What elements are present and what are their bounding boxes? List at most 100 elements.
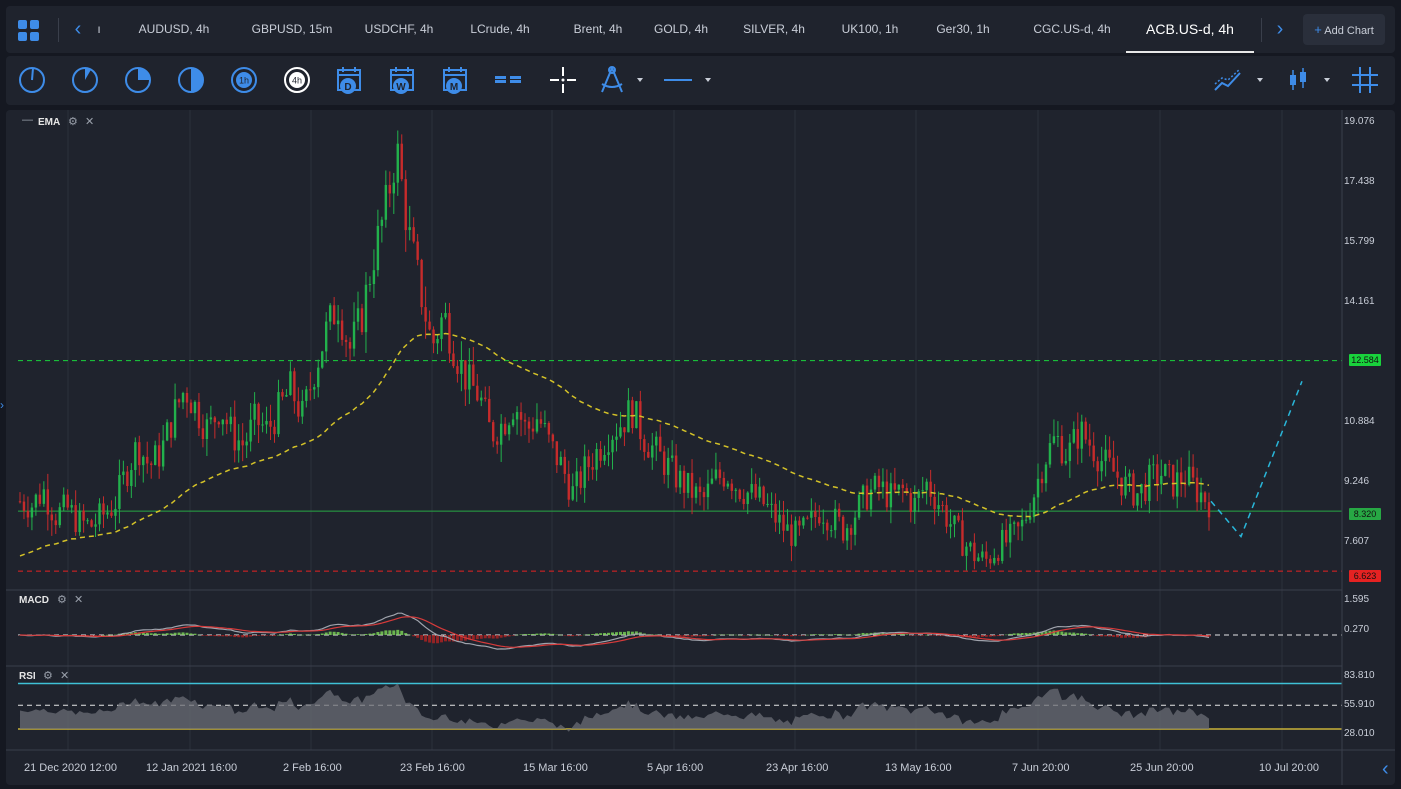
candle-body: [50, 514, 54, 521]
candle-body: [917, 491, 920, 498]
macd-histogram-bar: [1116, 635, 1120, 638]
candle-body: [225, 419, 228, 425]
macd-histogram-bar: [1044, 631, 1048, 635]
candle-body: [1179, 472, 1183, 485]
macd-histogram-bar: [531, 633, 535, 635]
candle-body: [834, 508, 837, 531]
candle-body: [122, 471, 125, 476]
tab-audusd-4h[interactable]: AUDUSD, 4h: [138, 22, 210, 36]
macd-histogram-bar: [678, 635, 682, 637]
side-panel-chevron-icon[interactable]: ›: [0, 398, 4, 412]
chart-canvas[interactable]: [6, 110, 1395, 785]
line-style-icon[interactable]: [662, 64, 694, 96]
timeframe-month-icon[interactable]: M: [440, 64, 472, 96]
tab-acb-us-d-4h[interactable]: ACB.US-d, 4h: [1126, 6, 1254, 53]
timeframe-month-label: M: [450, 82, 458, 93]
candle-body: [1072, 429, 1076, 443]
ema-close-icon[interactable]: ✕: [85, 116, 95, 128]
timeframe-1h-icon[interactable]: 1h: [228, 64, 260, 96]
candle-body: [698, 486, 702, 493]
candle-body: [742, 498, 745, 505]
ema-settings-gear-icon[interactable]: ⚙: [68, 116, 78, 128]
macd-close-icon[interactable]: ✕: [74, 594, 84, 606]
macd-histogram-bar: [738, 634, 742, 636]
candle-body: [1056, 436, 1060, 438]
rsi-settings-gear-icon[interactable]: ⚙: [43, 670, 53, 682]
range-select-icon[interactable]: [492, 64, 524, 96]
timeframe-week-icon[interactable]: W: [387, 64, 419, 96]
timeframe-5m-icon[interactable]: [69, 64, 101, 96]
crosshair-icon[interactable]: [547, 64, 579, 96]
tab-ger30-1h[interactable]: Ger30, 1h: [936, 22, 990, 36]
tab-gbpusd-15m[interactable]: GBPUSD, 15m: [251, 22, 333, 36]
candle-body: [873, 475, 877, 490]
timeframe-1m-icon[interactable]: [16, 64, 48, 96]
candle-body: [42, 489, 46, 504]
indicators-dropdown-icon[interactable]: [1252, 64, 1268, 96]
candle-body: [464, 360, 467, 390]
timeframe-day-icon[interactable]: D: [334, 64, 366, 96]
candle-body: [519, 412, 523, 420]
candle-body: [893, 483, 897, 490]
chart-type-icon[interactable]: [1282, 64, 1314, 96]
chart-type-dropdown-icon[interactable]: [1319, 64, 1335, 96]
macd-axis-label: 1.595: [1344, 594, 1370, 605]
tab-brent-4h[interactable]: Brent, 4h: [573, 22, 623, 36]
candle-body: [663, 451, 666, 475]
tab-uk100-1h[interactable]: UK100, 1h: [841, 22, 899, 36]
tab-silver-4h[interactable]: SILVER, 4h: [743, 22, 805, 36]
candle-body: [507, 425, 511, 435]
candle-body: [702, 492, 706, 498]
macd-histogram-bar: [82, 635, 86, 636]
tab-partial[interactable]: ı: [97, 22, 101, 36]
candle-body: [340, 320, 344, 340]
macd-histogram-bar: [587, 634, 591, 635]
drawing-tools-icon[interactable]: [596, 64, 628, 96]
macd-histogram-bar: [197, 634, 201, 636]
add-chart-button[interactable]: + Add Chart: [1303, 14, 1385, 45]
price-axis-label: 19.076: [1344, 116, 1375, 127]
candle-body: [452, 353, 455, 367]
indicators-icon[interactable]: [1212, 64, 1244, 96]
tab-cgc-us-d-4h[interactable]: CGC.US-d, 4h: [1033, 22, 1111, 36]
macd-histogram-bar: [650, 634, 654, 636]
timeframe-15m-icon[interactable]: [122, 64, 154, 96]
collapse-ema-icon[interactable]: —: [22, 114, 33, 126]
timeframe-30m-icon[interactable]: [175, 64, 207, 96]
grid-toggle-icon[interactable]: [1349, 64, 1381, 96]
macd-histogram-bar: [543, 633, 547, 635]
tabs-scroll-right-icon[interactable]: ›: [1276, 18, 1284, 40]
tab-usdchf-4h[interactable]: USDCHF, 4h: [364, 22, 434, 36]
candle-body: [1028, 517, 1032, 520]
macd-histogram-bar: [782, 635, 786, 636]
tab-lcrude-4h[interactable]: LCrude, 4h: [470, 22, 530, 36]
candle-body: [261, 424, 264, 426]
time-axis-label: 10 Jul 20:00: [1259, 762, 1319, 774]
candle-body: [205, 419, 209, 440]
candle-body: [655, 436, 658, 446]
macd-histogram-bar: [750, 634, 754, 636]
candle-body: [555, 441, 559, 466]
candle-body: [476, 385, 479, 401]
candle-body: [1020, 519, 1024, 527]
tabs-scroll-left-icon[interactable]: ‹: [74, 18, 82, 40]
drawing-tools-dropdown-icon[interactable]: [632, 64, 648, 96]
macd-histogram-bar: [682, 635, 686, 637]
candle-body: [583, 456, 586, 488]
macd-settings-gear-icon[interactable]: ⚙: [57, 594, 67, 606]
candle-body: [806, 517, 809, 519]
line-style-dropdown-icon[interactable]: [700, 64, 716, 96]
candle-body: [297, 401, 300, 417]
chart-area[interactable]: — EMA ⚙ ✕ MACD ⚙ ✕ RSI ⚙ ✕ 19.076 17.438 1…: [6, 110, 1395, 785]
rsi-close-icon[interactable]: ✕: [60, 670, 70, 682]
macd-histogram-bar: [90, 635, 94, 636]
candle-body: [94, 524, 97, 527]
panel-expand-chevron-icon[interactable]: ‹: [1382, 758, 1389, 780]
macd-histogram-bar: [539, 633, 543, 635]
tab-gold-4h[interactable]: GOLD, 4h: [653, 22, 709, 36]
candle-body: [1168, 464, 1171, 466]
candle-body: [237, 440, 240, 451]
macd-histogram-bar: [412, 635, 416, 637]
timeframe-4h-icon[interactable]: 4h: [281, 64, 313, 96]
layout-grid-icon[interactable]: [18, 20, 40, 42]
